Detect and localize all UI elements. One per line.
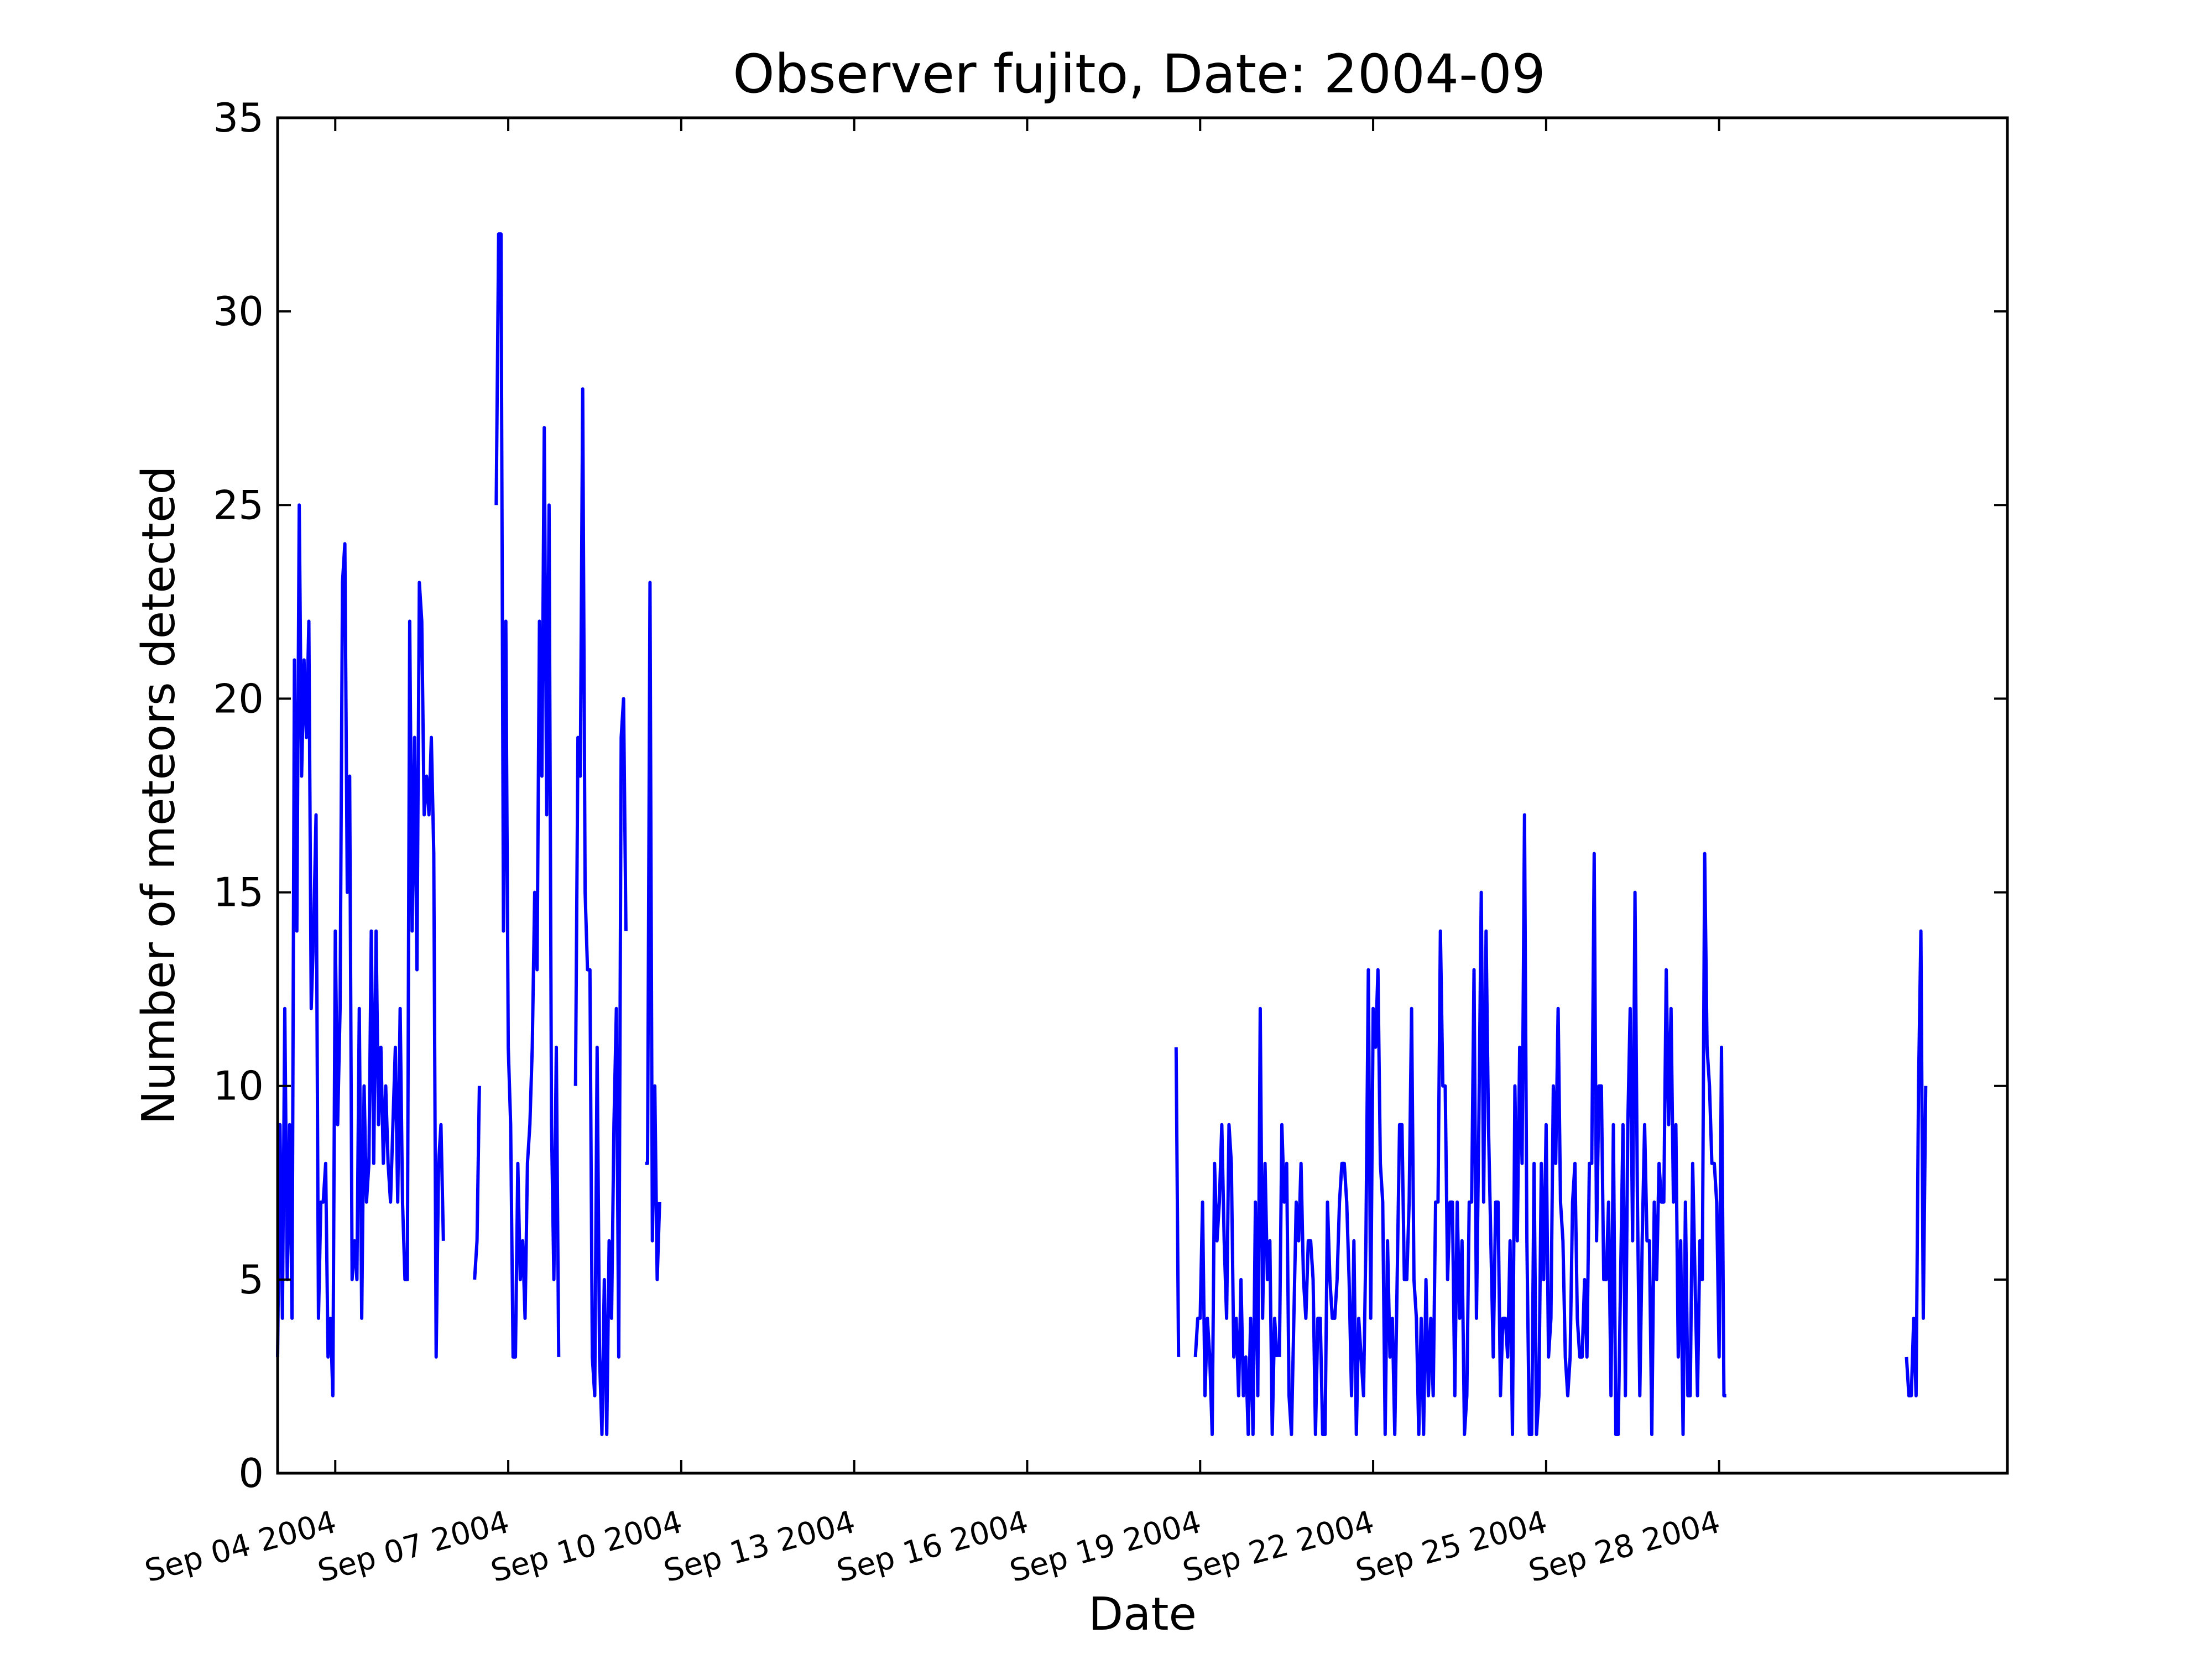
series-line-segment [1277,813,1726,1436]
y-tick-label: 20 [213,675,264,722]
y-tick-label: 25 [213,482,264,528]
x-axis-label: Date [1088,1588,1197,1641]
series-layer [276,232,1928,1436]
y-tick-label: 0 [238,1450,264,1496]
series-line-segment [276,503,445,1397]
chart-title: Observer fujito, Date: 2004-09 [733,43,1546,105]
series-line-segment [1905,929,1928,1397]
y-tick-label: 30 [213,288,264,335]
series-line-segment [1193,1006,1279,1436]
plot-frame [276,116,2009,1475]
y-tick-label: 35 [213,95,264,141]
y-tick-label: 10 [213,1063,264,1109]
y-axis-label: Number of meteors detected [133,466,185,1124]
y-tick-label: 5 [238,1256,264,1303]
series-line-segment [645,581,661,1281]
series-line-segment [473,1086,481,1280]
series-line-segment [494,232,561,1359]
series-line-segment [573,387,628,1436]
series-line-segment [1174,1047,1181,1357]
y-tick-label: 15 [213,869,264,916]
y-tick-labels: 0 5 10 15 20 25 30 35 [213,95,264,1496]
